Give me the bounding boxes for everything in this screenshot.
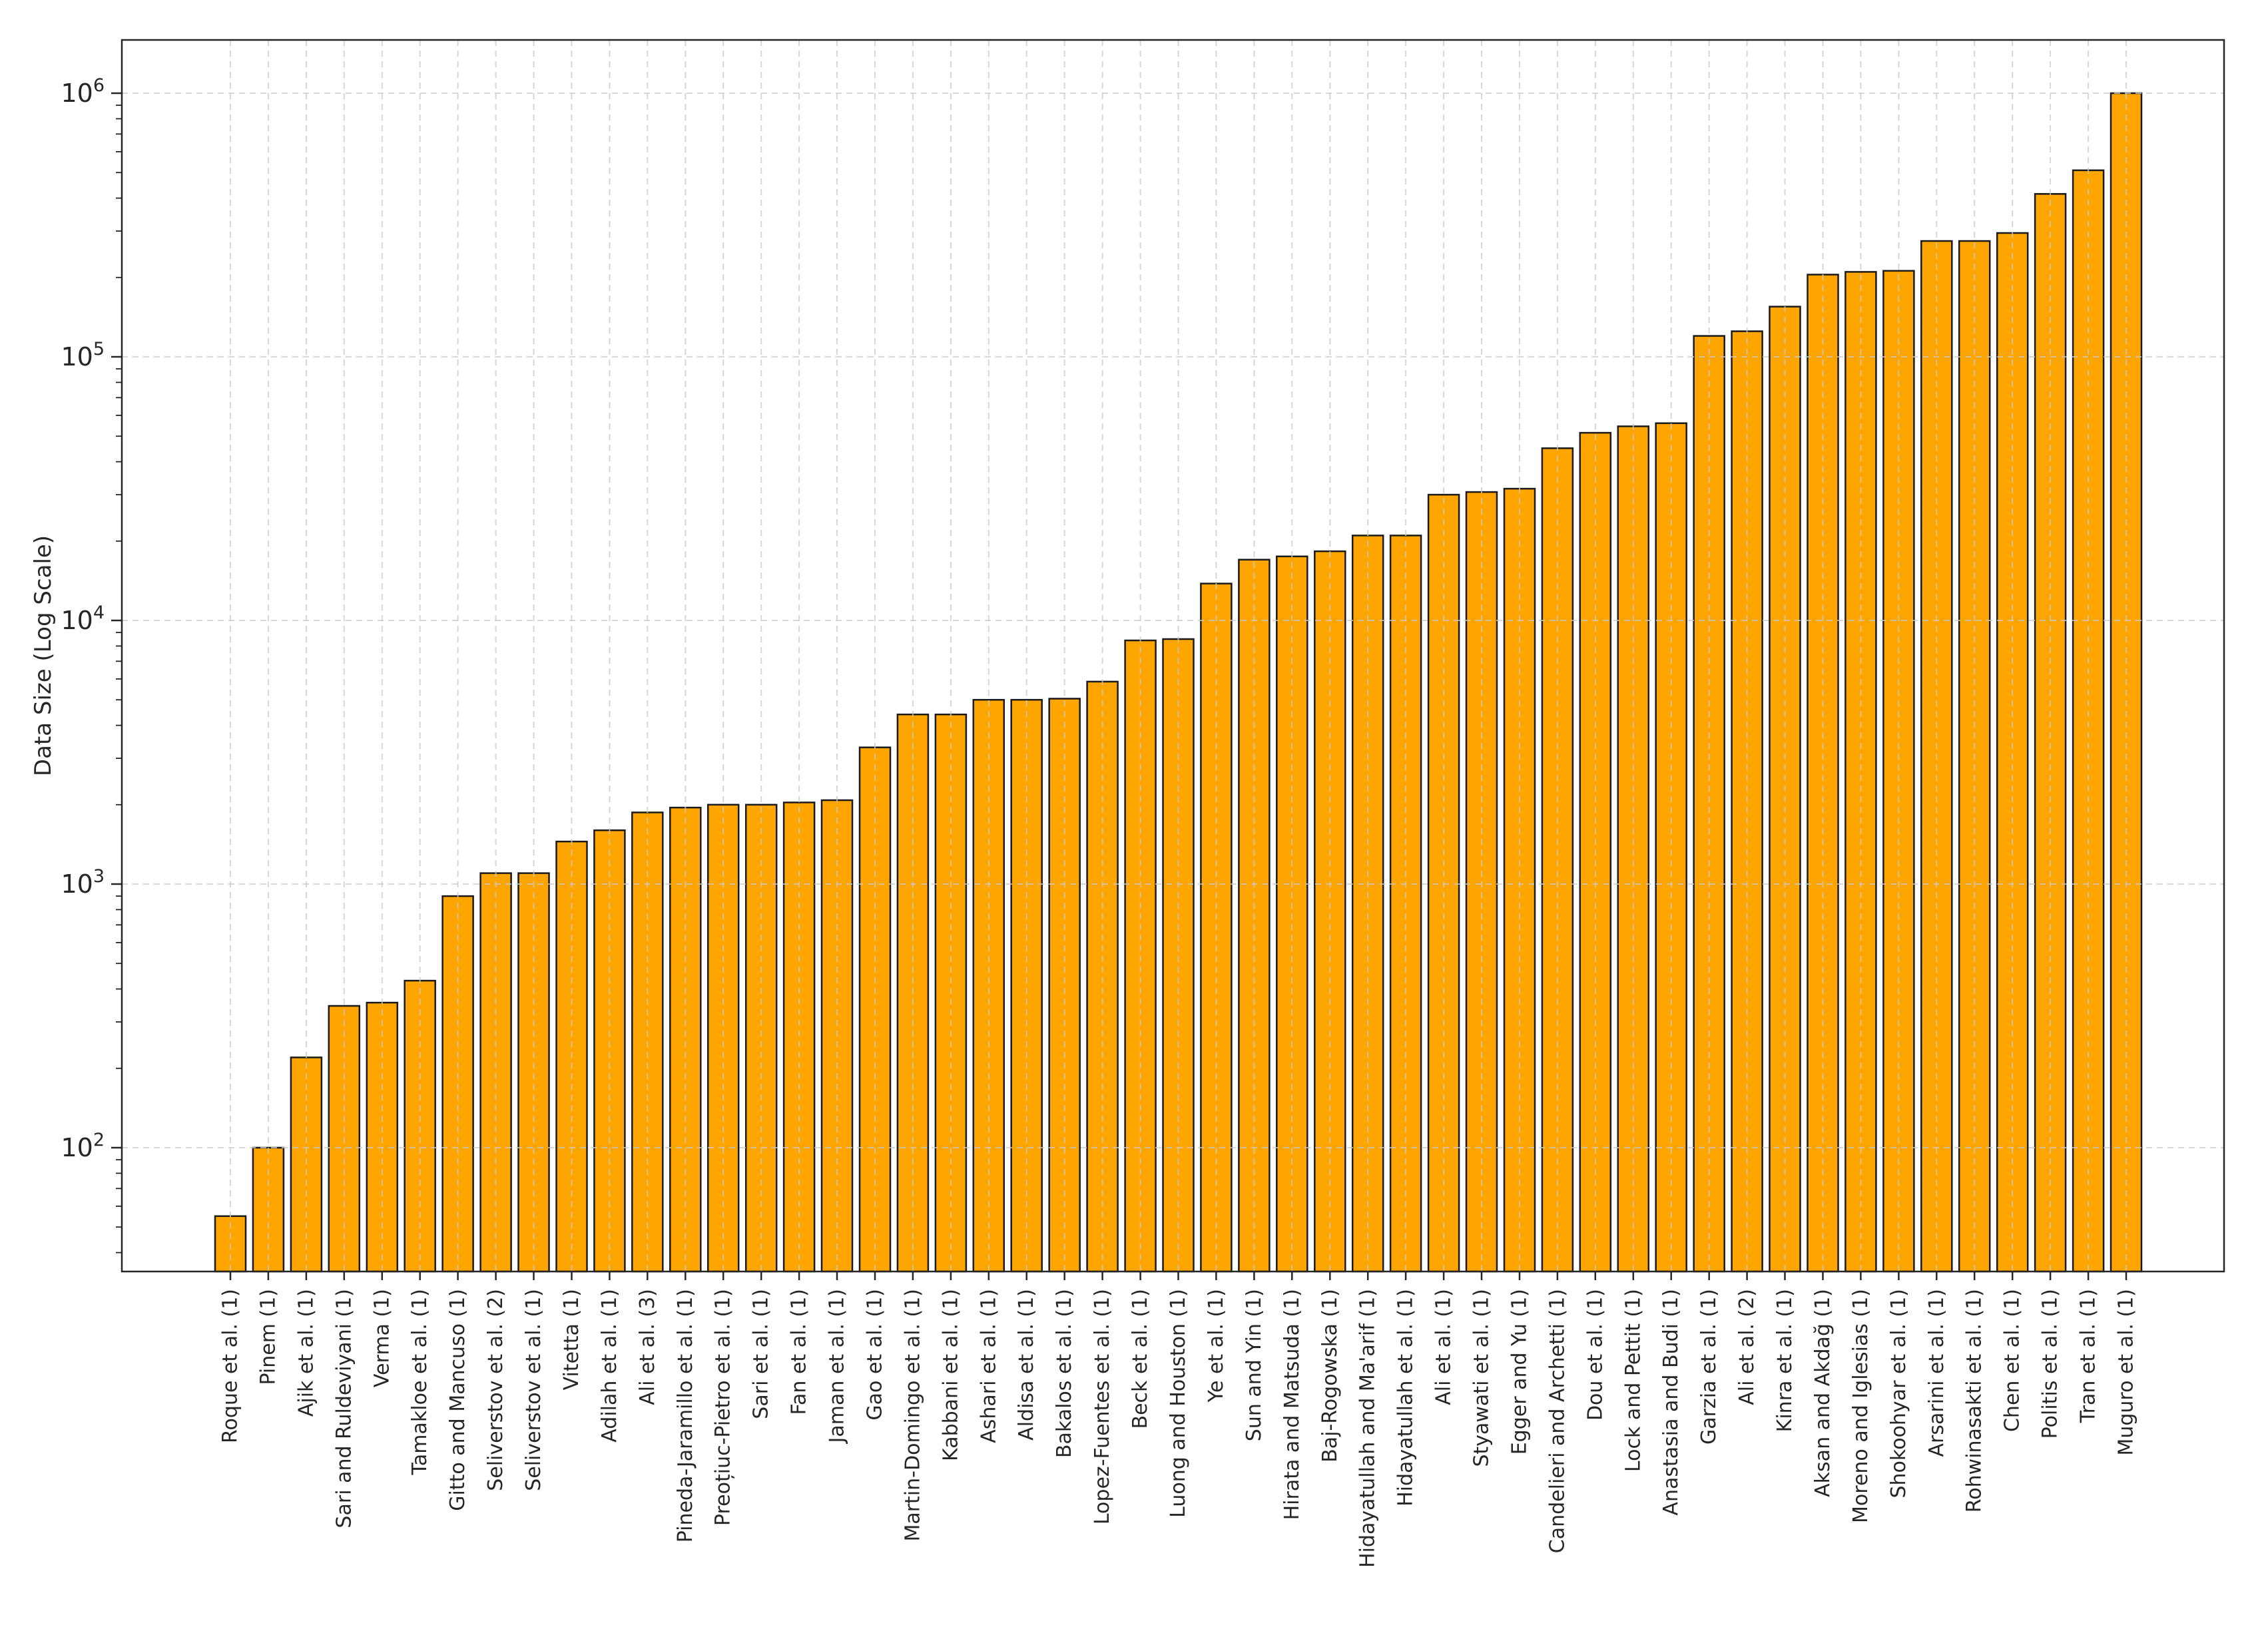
x-tick-label: Aksan and Akdağ (1) bbox=[1811, 1289, 1835, 1497]
x-tick-label: Adilah et al. (1) bbox=[598, 1289, 621, 1443]
y-axis-label: Data Size (Log Scale) bbox=[30, 535, 57, 776]
x-tick-label: Ye et al. (1) bbox=[1205, 1289, 1228, 1403]
x-tick-label: Verma (1) bbox=[370, 1289, 394, 1387]
x-tick-label: Dou et al. (1) bbox=[1583, 1289, 1607, 1421]
x-tick-label: Ashari et al. (1) bbox=[977, 1289, 1000, 1443]
x-tick-label: Martin-Domingo et al. (1) bbox=[901, 1289, 924, 1542]
x-tick-label: Rohwinasakti et al. (1) bbox=[1963, 1289, 1986, 1512]
x-tick-label: Pineda-Jaramillo et al. (1) bbox=[674, 1289, 697, 1542]
x-tick-label: Styawati et al. (1) bbox=[1470, 1289, 1494, 1467]
x-tick-label: Gitto and Mancuso (1) bbox=[446, 1289, 469, 1511]
x-tick-label: Seliverstov et al. (2) bbox=[484, 1289, 507, 1491]
bar bbox=[252, 1146, 285, 1273]
x-tick-label: Ali et al. (1) bbox=[1432, 1289, 1456, 1405]
x-tick-label: Ali et al. (2) bbox=[1735, 1289, 1759, 1405]
x-tick-label: Ajik et al. (1) bbox=[294, 1289, 318, 1417]
x-tick-label: Gao et al. (1) bbox=[864, 1289, 887, 1421]
x-tick-label: Preoțiuc-Pietro et al. (1) bbox=[712, 1289, 735, 1526]
x-tick-label: Kinra et al. (1) bbox=[1773, 1289, 1797, 1432]
x-tick-label: Pinem (1) bbox=[256, 1289, 280, 1385]
x-tick-label: Egger and Yu (1) bbox=[1508, 1289, 1532, 1455]
x-tick-label: Seliverstov et al. (1) bbox=[522, 1289, 545, 1491]
x-tick-label: Muguro et al. (1) bbox=[2115, 1289, 2138, 1456]
x-tick-label: Lock and Pettit (1) bbox=[1621, 1289, 1645, 1472]
x-tick-label: Jaman et al. (1) bbox=[826, 1289, 849, 1444]
bar bbox=[972, 698, 1005, 1273]
x-tick-label: Sari and Ruldeviyani (1) bbox=[332, 1289, 356, 1528]
plot-spines bbox=[121, 39, 2225, 1273]
x-tick-label: Garzia et al. (1) bbox=[1697, 1289, 1721, 1445]
x-tick-label: Lopez-Fuentes et al. (1) bbox=[1091, 1289, 1114, 1524]
x-tick-label: Baj-Rogowska (1) bbox=[1318, 1289, 1342, 1463]
x-tick-label: Bakalos et al. (1) bbox=[1053, 1289, 1076, 1458]
x-tick-label: Aldisa et al. (1) bbox=[1015, 1289, 1038, 1441]
x-axis-ticks: Roque et al. (1) Pinem (1) Ajik et al. (1)… bbox=[219, 1272, 2138, 1568]
gridlines bbox=[122, 40, 2224, 1272]
x-tick-label: Shokoohyar et al. (1) bbox=[1887, 1289, 1910, 1499]
x-tick-label: Politis et al. (1) bbox=[2039, 1289, 2062, 1439]
x-tick-label: Fan et al. (1) bbox=[788, 1289, 811, 1415]
x-tick-label: Kabbani et al. (1) bbox=[939, 1289, 962, 1461]
x-tick-label: Tamakloe et al. (1) bbox=[408, 1289, 431, 1475]
x-tick-label: Arsarini et al. (1) bbox=[1925, 1289, 1948, 1457]
x-tick-label: Ali et al. (3) bbox=[636, 1289, 659, 1405]
x-tick-label: Hidayatullah et al. (1) bbox=[1394, 1289, 1418, 1507]
x-tick-label: Sun and Yin (1) bbox=[1243, 1289, 1266, 1441]
x-tick-label: Anastasia and Budi (1) bbox=[1659, 1289, 1683, 1516]
x-tick-label: Candelieri and Archetti (1) bbox=[1546, 1289, 1569, 1553]
x-tick-label: Hirata and Matsuda (1) bbox=[1280, 1289, 1304, 1520]
bar bbox=[1655, 422, 1687, 1273]
x-tick-label: Luong and Houston (1) bbox=[1167, 1289, 1190, 1518]
bar bbox=[1048, 698, 1081, 1273]
x-tick-label: Chen et al. (1) bbox=[2001, 1289, 2024, 1432]
x-tick-label: Vitetta (1) bbox=[560, 1289, 583, 1390]
axes-border bbox=[121, 39, 2225, 1273]
x-tick-label: Tran et al. (1) bbox=[2077, 1289, 2100, 1423]
x-tick-label: Roque et al. (1) bbox=[219, 1289, 242, 1443]
x-tick-label: Moreno and Iglesias (1) bbox=[1849, 1289, 1872, 1523]
x-tick-label: Beck et al. (1) bbox=[1129, 1289, 1152, 1429]
x-tick-label: Sari et al. (1) bbox=[750, 1289, 773, 1419]
x-tick-label: Hidayatullah and Ma'arif (1) bbox=[1356, 1289, 1380, 1568]
